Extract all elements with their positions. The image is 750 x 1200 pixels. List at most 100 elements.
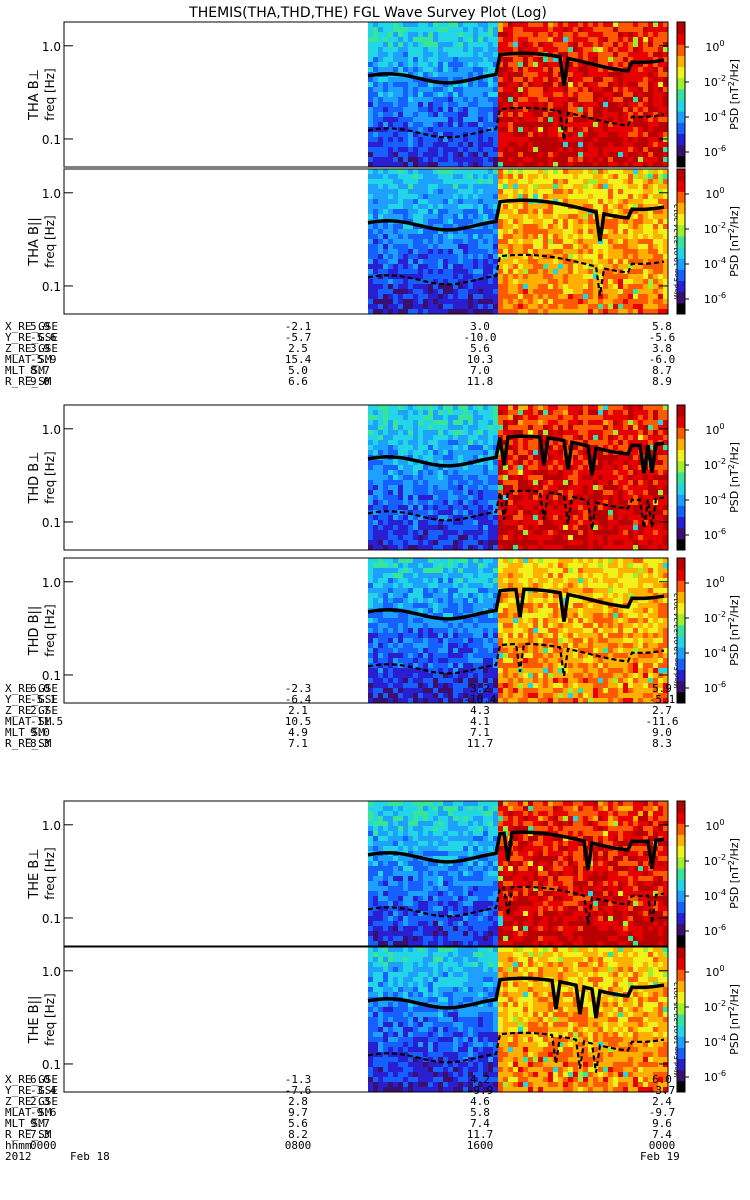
spectrogram-cell (378, 450, 383, 455)
spectrogram-cell (623, 274, 628, 279)
spectrogram-cell (588, 224, 593, 229)
spectrogram-cell (473, 485, 478, 490)
spectrogram-cell (533, 460, 538, 465)
spectrogram-cell (598, 47, 603, 52)
spectrogram-cell (608, 137, 613, 142)
spectrogram-cell (583, 304, 588, 309)
spectrogram-cell (378, 309, 383, 314)
spectrogram-cell (538, 72, 543, 77)
spectrogram-cell (658, 274, 663, 279)
spectrogram-cell (368, 259, 373, 264)
spectrogram-cell (518, 515, 523, 520)
spectrogram-cell (563, 199, 568, 204)
spectrogram-cell (593, 142, 598, 147)
spectrogram-cell (553, 27, 558, 32)
spectrogram-cell (423, 82, 428, 87)
spectrogram-cell (448, 420, 453, 425)
y-tick-label: 1.0 (42, 40, 61, 54)
spectrogram-cell (578, 92, 583, 97)
spectrogram-cell (443, 284, 448, 289)
spectrogram-cell (443, 184, 448, 189)
spectrogram-cell (383, 27, 388, 32)
spectrogram-cell (448, 445, 453, 450)
spectrogram-cell (528, 102, 533, 107)
spectrogram-cell (458, 475, 463, 480)
spectrogram-cell (393, 284, 398, 289)
spectrogram-cell (388, 52, 393, 57)
spectrogram-cell (603, 169, 608, 174)
spectrogram-cell (503, 37, 508, 42)
spectrogram-cell (658, 229, 663, 234)
spectrogram-cell (548, 209, 553, 214)
spectrogram-cell (373, 122, 378, 127)
spectrogram-cell (523, 470, 528, 475)
spectrogram-cell (553, 455, 558, 460)
spectrogram-cell (613, 425, 618, 430)
spectrogram-cell (418, 244, 423, 249)
spectrogram-cell (388, 77, 393, 82)
spectrogram-cell (463, 274, 468, 279)
spectrogram-cell (413, 475, 418, 480)
spectrogram-cell (618, 184, 623, 189)
spectrogram-cell (563, 142, 568, 147)
spectrogram-cell (448, 62, 453, 67)
spectrogram-cell (498, 47, 503, 52)
spectrogram-cell (378, 284, 383, 289)
spectrogram-cell (498, 132, 503, 137)
spectrogram-cell (643, 102, 648, 107)
spectrogram-cell (568, 520, 573, 525)
spectrogram-cell (473, 500, 478, 505)
spectrogram-cell (593, 540, 598, 545)
spectrogram-cell (523, 32, 528, 37)
spectrogram-cell (638, 279, 643, 284)
spectrogram-cell (388, 440, 393, 445)
spectrogram-cell (463, 480, 468, 485)
spectrogram-cell (643, 294, 648, 299)
spectrogram-cell (598, 480, 603, 485)
spectrogram-cell (483, 269, 488, 274)
spectrogram-cell (573, 184, 578, 189)
spectrogram-cell (603, 152, 608, 157)
spectrogram-cell (373, 184, 378, 189)
spectrogram-cell (468, 249, 473, 254)
spectrogram-cell (578, 505, 583, 510)
spectrogram-cell (628, 199, 633, 204)
spectrogram-cell (443, 152, 448, 157)
spectrogram-cell (653, 117, 658, 122)
spectrogram-cell (573, 152, 578, 157)
spectrogram-cell (448, 162, 453, 167)
spectrogram-cell (538, 289, 543, 294)
spectrogram-cell (493, 179, 498, 184)
spectrogram-cell (508, 224, 513, 229)
spectrogram-cell (478, 269, 483, 274)
spectrogram-cell (553, 214, 558, 219)
spectrogram-cell (503, 112, 508, 117)
spectrogram-cell (463, 157, 468, 162)
spectrogram-cell (633, 47, 638, 52)
spectrogram-cell (458, 234, 463, 239)
spectrogram-cell (408, 62, 413, 67)
spectrogram-cell (578, 147, 583, 152)
spectrogram-cell (398, 37, 403, 42)
spectrogram-cell (603, 189, 608, 194)
spectrogram-cell (533, 107, 538, 112)
spectrogram-cell (648, 239, 653, 244)
spectrogram-cell (603, 157, 608, 162)
spectrogram-cell (483, 82, 488, 87)
spectrogram-cell (663, 142, 668, 147)
spectrogram-cell (428, 410, 433, 415)
spectrogram-cell (643, 169, 648, 174)
spectrogram-cell (558, 147, 563, 152)
spectrogram-cell (513, 254, 518, 259)
spectrogram-cell (643, 174, 648, 179)
spectrogram-cell (403, 162, 408, 167)
spectrogram-cell (373, 147, 378, 152)
spectrogram-cell (648, 52, 653, 57)
spectrogram-cell (443, 189, 448, 194)
spectrogram-cell (553, 194, 558, 199)
spectrogram-cell (488, 157, 493, 162)
spectrogram-cell (453, 137, 458, 142)
spectrogram-cell (413, 540, 418, 545)
spectrogram-cell (513, 127, 518, 132)
spectrogram-cell (538, 239, 543, 244)
